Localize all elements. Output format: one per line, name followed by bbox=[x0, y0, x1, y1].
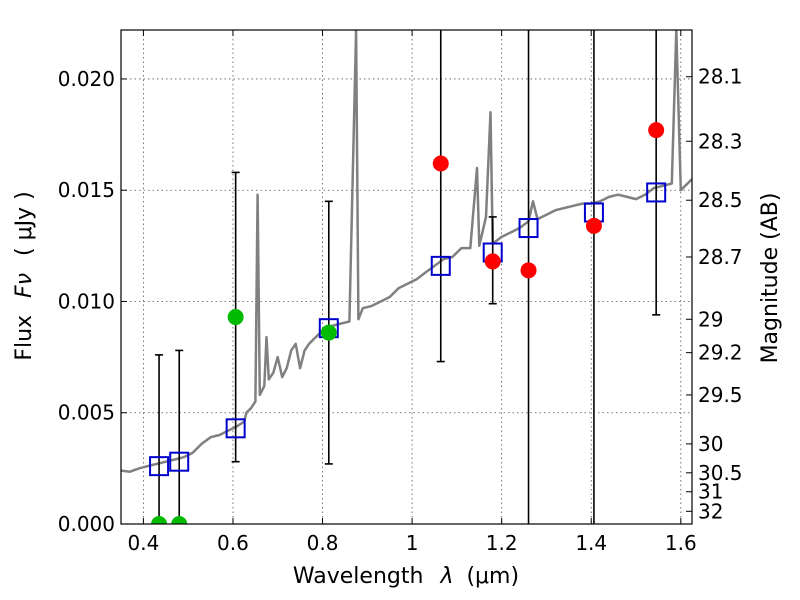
y2-tick-label: 29 bbox=[698, 307, 723, 331]
observed-flux-point bbox=[171, 516, 188, 524]
x-tick-label: 0.6 bbox=[217, 531, 249, 555]
observed-flux-point bbox=[320, 324, 337, 341]
grid-lines bbox=[121, 30, 692, 524]
observed-flux-point bbox=[151, 516, 168, 524]
model-flux-square bbox=[430, 255, 451, 276]
x-axis-label-unit: (μm) bbox=[466, 564, 519, 589]
x-axis-label: Wavelength λ (μm) bbox=[293, 564, 519, 589]
y-tick-label: 0.005 bbox=[58, 401, 115, 425]
y2-tick-label: 28.3 bbox=[698, 129, 743, 153]
spectrum-line bbox=[121, 30, 692, 473]
x-tick-label: 1 bbox=[406, 531, 419, 555]
plot-frame bbox=[120, 29, 693, 525]
x-tick-label: 1.2 bbox=[486, 531, 518, 555]
model-flux-square bbox=[518, 218, 539, 239]
x-tick-label: 0.8 bbox=[307, 531, 339, 555]
observed-flux-point bbox=[585, 217, 602, 234]
y2-tick-label: 32 bbox=[698, 499, 723, 523]
x-axis-label-text: Wavelength bbox=[293, 564, 424, 589]
ticks: 0.4 0.6 0.8 1 1.2 1.4 1.6 0.000 0.005 0.010 0.015 0… bbox=[58, 30, 743, 555]
x-tick-label: 0.4 bbox=[127, 531, 159, 555]
y2-axis-label: Magnitude (AB) bbox=[758, 193, 783, 364]
y-tick-label: 0.010 bbox=[58, 289, 115, 313]
y2-tick-label: 28.1 bbox=[698, 65, 743, 89]
y-tick-label: 0.020 bbox=[58, 67, 115, 91]
y2-tick-label: 28.7 bbox=[698, 245, 743, 269]
x-tick-label: 1.4 bbox=[575, 531, 607, 555]
observed-flux-point bbox=[432, 155, 449, 172]
model-flux-square bbox=[149, 456, 170, 477]
y2-tick-label: 31 bbox=[698, 480, 723, 504]
y-tick-label: 0.000 bbox=[58, 512, 115, 536]
spectrum-series bbox=[121, 30, 692, 473]
x-tick-label: 1.6 bbox=[665, 531, 697, 555]
y2-tick-label: 30 bbox=[698, 432, 723, 456]
y-tick-label: 0.015 bbox=[58, 178, 115, 202]
y-axis-label-symbol: Fν bbox=[12, 273, 37, 298]
x-axis-label-symbol: λ bbox=[439, 564, 453, 589]
observed-flux-point bbox=[520, 262, 537, 279]
y-axis-label-text: Flux bbox=[12, 315, 37, 361]
y2-tick-label: 28.5 bbox=[698, 188, 743, 212]
errorbars bbox=[155, 30, 661, 524]
observed-flux-point bbox=[227, 309, 244, 326]
y-axis-label: Flux Fν ( μJy ) bbox=[12, 191, 37, 360]
model-flux-square bbox=[169, 451, 190, 472]
y2-tick-label: 30.5 bbox=[698, 461, 743, 485]
observed-flux-point bbox=[648, 122, 665, 139]
y-axis-label-unit: ( μJy ) bbox=[12, 191, 37, 256]
y2-tick-label: 29.5 bbox=[698, 383, 743, 407]
y2-tick-label: 29.2 bbox=[698, 341, 743, 365]
model-flux-square bbox=[225, 418, 246, 439]
markers bbox=[149, 122, 667, 524]
model-flux-square bbox=[646, 182, 667, 203]
observed-flux-point bbox=[484, 253, 501, 270]
